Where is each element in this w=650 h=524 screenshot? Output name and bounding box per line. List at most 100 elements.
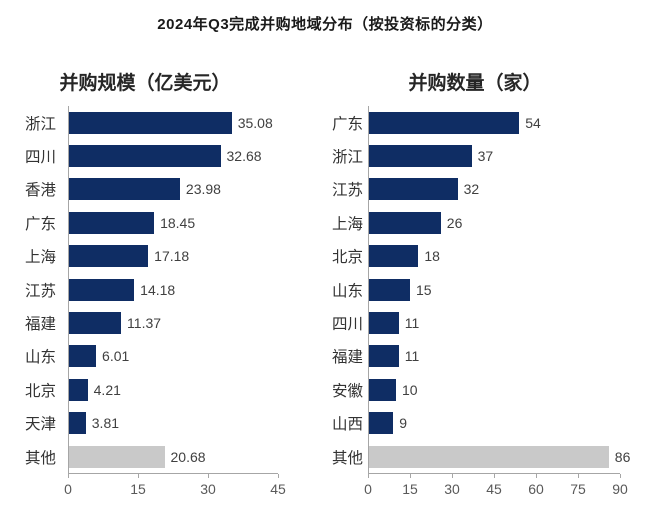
category-label: 北京: [25, 382, 57, 400]
category-label: 广东: [25, 215, 57, 233]
bar-row: 北京 4.21: [12, 373, 312, 406]
value-label: 17.18: [154, 248, 190, 265]
axis-tick: [494, 474, 495, 479]
category-label: 安徽: [332, 382, 364, 400]
bar-track: 14.18: [68, 273, 278, 306]
bar-row: 四川 11: [330, 306, 646, 339]
page-title: 2024年Q3完成并购地域分布（按投资标的分类）: [157, 16, 493, 33]
chart-title: 并购数量（家）: [408, 73, 542, 94]
value-label: 11: [404, 348, 420, 365]
value-label: 32: [463, 181, 480, 198]
value-label: 4.21: [93, 381, 121, 398]
value-label: 32.68: [226, 148, 262, 165]
axis-tick-label: 75: [570, 481, 586, 498]
axis-tick-label: 60: [528, 481, 544, 498]
chart-title: 并购规模（亿美元）: [59, 73, 231, 94]
value-label: 20.68: [170, 448, 206, 465]
category-label: 浙江: [332, 149, 364, 167]
bar-track: 11.37: [68, 306, 278, 339]
bar: [368, 345, 399, 368]
x-axis: 0 15 30 45 60 75 90: [364, 473, 628, 500]
bar: [68, 312, 122, 335]
bar-track: 4.21: [68, 373, 278, 406]
bar-track: 9: [368, 407, 620, 440]
chart-ma-count: 并购数量（家） 广东 54 浙江 37 江苏 32 上海 26 北京 18 山东 15 四川 11 福建 11…: [330, 60, 646, 500]
bar: [368, 145, 472, 168]
bar: [368, 445, 609, 468]
bar-row: 广东 54: [330, 106, 646, 139]
value-label: 9: [399, 415, 407, 432]
bar-rows: 浙江 35.08 四川 32.68 香港 23.98 广东 18.45 上海 17.18 江苏 14.…: [12, 106, 312, 474]
category-label: 山东: [25, 349, 57, 367]
category-label: 四川: [332, 316, 364, 334]
bar: [68, 211, 155, 234]
bar-track: 3.81: [68, 407, 278, 440]
bar-row: 天津 3.81: [12, 407, 312, 440]
value-label: 18: [424, 248, 440, 265]
category-label: 其他: [332, 449, 364, 467]
category-label: 山东: [332, 282, 364, 300]
bar-track: 10: [368, 373, 620, 406]
axis-tick: [536, 474, 537, 479]
bar-track: 54: [368, 106, 620, 139]
bar-row: 其他 20.68: [12, 440, 312, 473]
bar: [368, 312, 399, 335]
bar-row: 北京 18: [330, 240, 646, 273]
axis-tick-label: 15: [130, 481, 146, 498]
category-label: 广东: [332, 115, 364, 133]
axis-tick: [137, 474, 139, 479]
bar-track: 35.08: [68, 106, 278, 139]
bar: [68, 278, 135, 301]
bar-rows: 广东 54 浙江 37 江苏 32 上海 26 北京 18 山东 15 四川 11 福建 11 安徽 10 山西 9 其…: [330, 106, 646, 474]
value-label: 23.98: [185, 181, 221, 198]
axis-tick-label: 15: [402, 481, 418, 498]
bar: [68, 412, 86, 435]
axis-tick: [620, 474, 621, 479]
category-label: 北京: [332, 249, 364, 267]
axis-tick-label: 0: [64, 481, 72, 498]
axis-tick-label: 90: [612, 481, 628, 498]
category-label: 江苏: [332, 182, 364, 200]
category-label: 上海: [332, 215, 364, 233]
value-label: 18.45: [160, 214, 196, 231]
axis-tick-label: 30: [444, 481, 460, 498]
axis-tick: [368, 474, 369, 479]
axis-tick: [207, 474, 209, 479]
bar: [68, 378, 88, 401]
value-label: 6.01: [102, 348, 130, 365]
bar-row: 香港 23.98: [12, 173, 312, 206]
bar-track: 11: [368, 340, 620, 373]
bar-row: 山西 9: [330, 407, 646, 440]
value-label: 11: [404, 315, 420, 332]
bar-track: 26: [368, 206, 620, 239]
bar-track: 6.01: [68, 340, 278, 373]
axis-tick: [278, 474, 279, 479]
bar: [368, 378, 396, 401]
value-label: 11.37: [127, 315, 162, 332]
y-axis-line: [68, 106, 69, 474]
bar-track: 20.68: [68, 440, 278, 473]
category-label: 山西: [332, 416, 364, 434]
bar-row: 其他 86: [330, 440, 646, 473]
bar: [368, 412, 394, 435]
bar: [68, 445, 165, 468]
bar-row: 福建 11.37: [12, 306, 312, 339]
bar: [368, 111, 520, 134]
bar-track: 32: [368, 173, 620, 206]
axis-tick-label: 45: [486, 481, 502, 498]
value-label: 14.18: [140, 281, 176, 298]
value-label: 35.08: [237, 114, 273, 131]
chart-ma-scale: 并购规模（亿美元） 浙江 35.08 四川 32.68 香港 23.98 广东 18.45 上海…: [12, 60, 312, 500]
bar: [368, 245, 419, 268]
category-label: 其他: [25, 449, 57, 467]
bar-track: 23.98: [68, 173, 278, 206]
bar: [68, 145, 221, 168]
bar: [368, 178, 458, 201]
bar-track: 32.68: [68, 139, 278, 172]
bar: [68, 345, 97, 368]
bar-row: 山东 6.01: [12, 340, 312, 373]
bar-row: 上海 17.18: [12, 240, 312, 273]
axis-tick: [452, 474, 453, 479]
axis-tick: [68, 474, 69, 479]
